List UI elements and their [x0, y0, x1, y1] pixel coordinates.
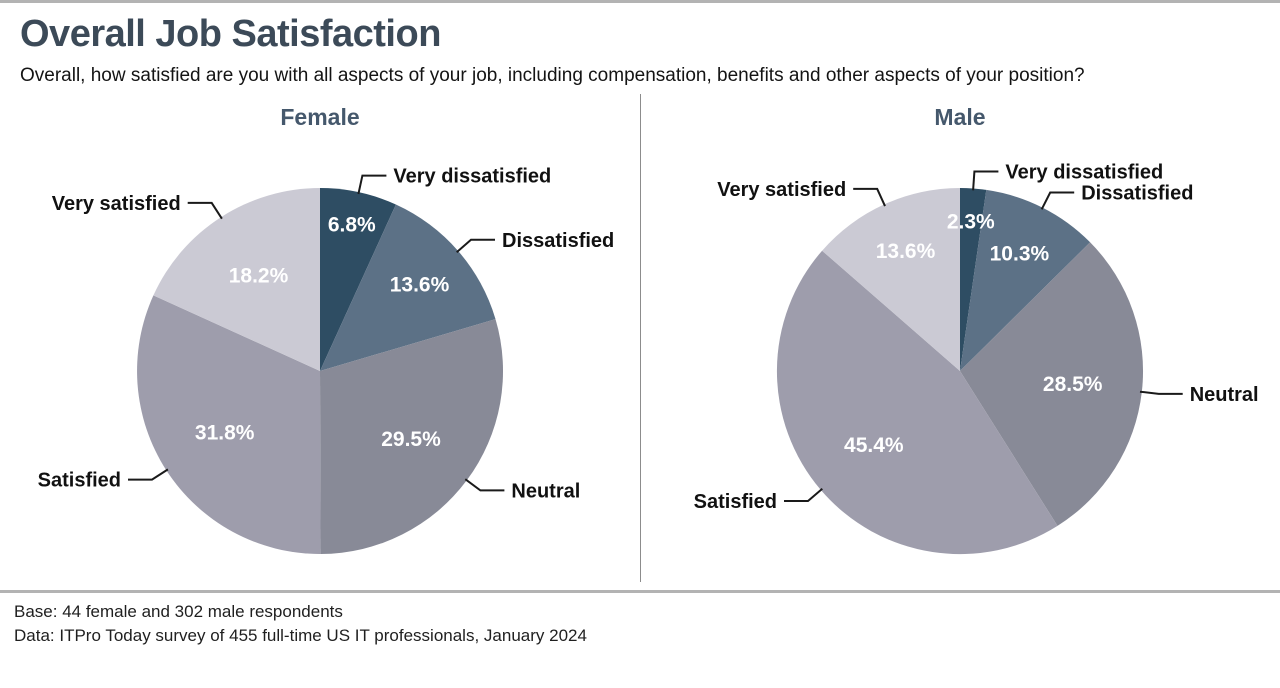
header: Overall Job Satisfaction Overall, how sa…	[0, 3, 1280, 88]
pie-slice-neutral	[960, 241, 1144, 526]
slice-label-neutral: Neutral	[1190, 384, 1259, 406]
slice-label-very-dissatisfied: Very dissatisfied	[1005, 161, 1163, 183]
slice-label-very-satisfied: Very satisfied	[717, 179, 846, 201]
leader-line-satisfied	[784, 487, 823, 502]
pie-slice-dissatisfied	[320, 204, 496, 371]
page-title: Overall Job Satisfaction	[20, 13, 441, 55]
pie-slice-very-dissatisfied	[960, 187, 987, 371]
slice-label-very-satisfied: Very satisfied	[52, 193, 181, 215]
leader-line-very-dissatisfied	[357, 174, 387, 194]
slice-label-satisfied: Satisfied	[38, 469, 121, 491]
leader-line-very-satisfied	[853, 187, 886, 207]
slice-label-dissatisfied: Dissatisfied	[1081, 182, 1193, 204]
pie-slice-very-satisfied	[822, 187, 960, 371]
subtitle: Overall, how satisfied are you with all …	[20, 64, 1085, 86]
slice-label-dissatisfied: Dissatisfied	[502, 229, 614, 251]
male-pie-chart: 2.3% Very dissatisfied 10.3% Dissatisfied 28…	[694, 161, 1259, 554]
pie-slice-neutral	[320, 318, 504, 554]
pie-slice-very-dissatisfied	[320, 187, 396, 371]
slice-label-very-dissatisfied: Very dissatisfied	[393, 165, 551, 187]
leader-line-neutral	[1139, 390, 1183, 395]
leader-line-dissatisfied	[1040, 191, 1075, 210]
pie-slice-satisfied	[137, 295, 321, 554]
male-chart-title: Male	[934, 103, 986, 130]
slice-percent-satisfied: 45.4%	[844, 433, 904, 456]
leader-line-very-satisfied	[187, 201, 223, 219]
slice-percent-very-dissatisfied: 6.8%	[328, 213, 376, 236]
slice-percent-dissatisfied: 13.6%	[390, 273, 450, 296]
slice-percent-very-dissatisfied: 2.3%	[947, 210, 995, 233]
slice-label-satisfied: Satisfied	[694, 491, 777, 513]
slice-percent-neutral: 28.5%	[1043, 373, 1103, 396]
footer: Base: 44 female and 302 male respondents…	[0, 589, 1280, 649]
slice-percent-very-satisfied: 13.6%	[876, 240, 936, 263]
female-chart-panel: Female 6.8% Very dissatisfied 13.6% Dissati…	[0, 88, 640, 583]
slice-percent-dissatisfied: 10.3%	[990, 242, 1050, 265]
footer-source-note: Data: ITPro Today survey of 455 full-tim…	[14, 626, 587, 646]
pie-slice-dissatisfied	[960, 189, 1091, 371]
leader-line-very-dissatisfied	[972, 170, 999, 191]
slice-label-neutral: Neutral	[511, 480, 580, 502]
pie-slice-very-satisfied	[153, 187, 320, 371]
female-pie-chart: 6.8% Very dissatisfied 13.6% Dissatisfied 29…	[38, 165, 614, 554]
female-chart-title: Female	[280, 103, 360, 130]
slice-percent-satisfied: 31.8%	[195, 421, 255, 444]
leader-line-neutral	[464, 478, 505, 492]
panel-divider	[640, 93, 641, 582]
leader-line-satisfied	[128, 468, 169, 481]
charts-row: Female 6.8% Very dissatisfied 13.6% Dissati…	[0, 88, 1280, 590]
slice-percent-very-satisfied: 18.2%	[229, 264, 289, 287]
footer-base-note: Base: 44 female and 302 male respondents	[14, 601, 343, 621]
pie-slice-satisfied	[776, 250, 1058, 554]
slice-percent-neutral: 29.5%	[381, 427, 441, 450]
male-chart-panel: Male 2.3% Very dissatisfied 10.3% Dissatisf…	[640, 88, 1280, 583]
leader-line-dissatisfied	[456, 238, 495, 253]
